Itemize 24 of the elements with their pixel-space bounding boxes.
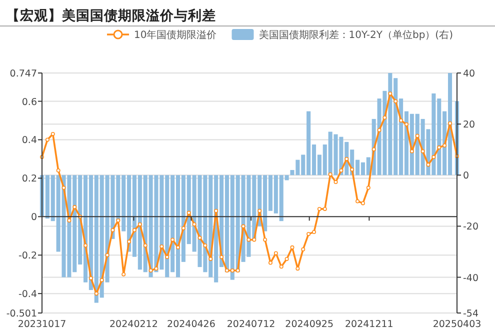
x-tick-label: 20240212	[110, 319, 158, 330]
x-tick-label: 20240925	[285, 319, 334, 330]
y2-tick-label: 40	[463, 68, 476, 80]
y-tick-label: -0.2	[18, 250, 37, 262]
y2-tick-label: 0	[463, 170, 470, 182]
y-tick-label: 0.747	[10, 68, 37, 80]
y-tick-label: -0.4	[18, 289, 37, 300]
x-tick-label: 20241211	[345, 319, 394, 330]
x-tick-label: 20231017	[18, 319, 66, 330]
y2-tick-label: -20	[463, 222, 479, 233]
x-tick-label: 20240712	[226, 319, 276, 330]
y-tick-label: 0.6	[22, 96, 37, 108]
x-tick-label: 20250403	[432, 319, 482, 330]
legend-label: 10年国债期限溢价	[134, 29, 217, 41]
y-tick-label: -0.501	[6, 308, 37, 320]
y2-tick-label: -54	[463, 308, 479, 320]
x-tick-label: 20240426	[167, 319, 216, 330]
y2-tick-label: -40	[463, 272, 479, 284]
y-tick-label: 0.4	[22, 135, 37, 146]
y-tick-label: 0.2	[22, 174, 37, 185]
y-tick-label: 0	[30, 212, 37, 224]
legend-label: 美国国债期限利差：10Y-2Y（单位bp）(右)	[258, 29, 454, 41]
y2-tick-label: 20	[463, 120, 476, 131]
chart-title: 【宏观】美国国债期限溢价与利差	[6, 7, 216, 24]
